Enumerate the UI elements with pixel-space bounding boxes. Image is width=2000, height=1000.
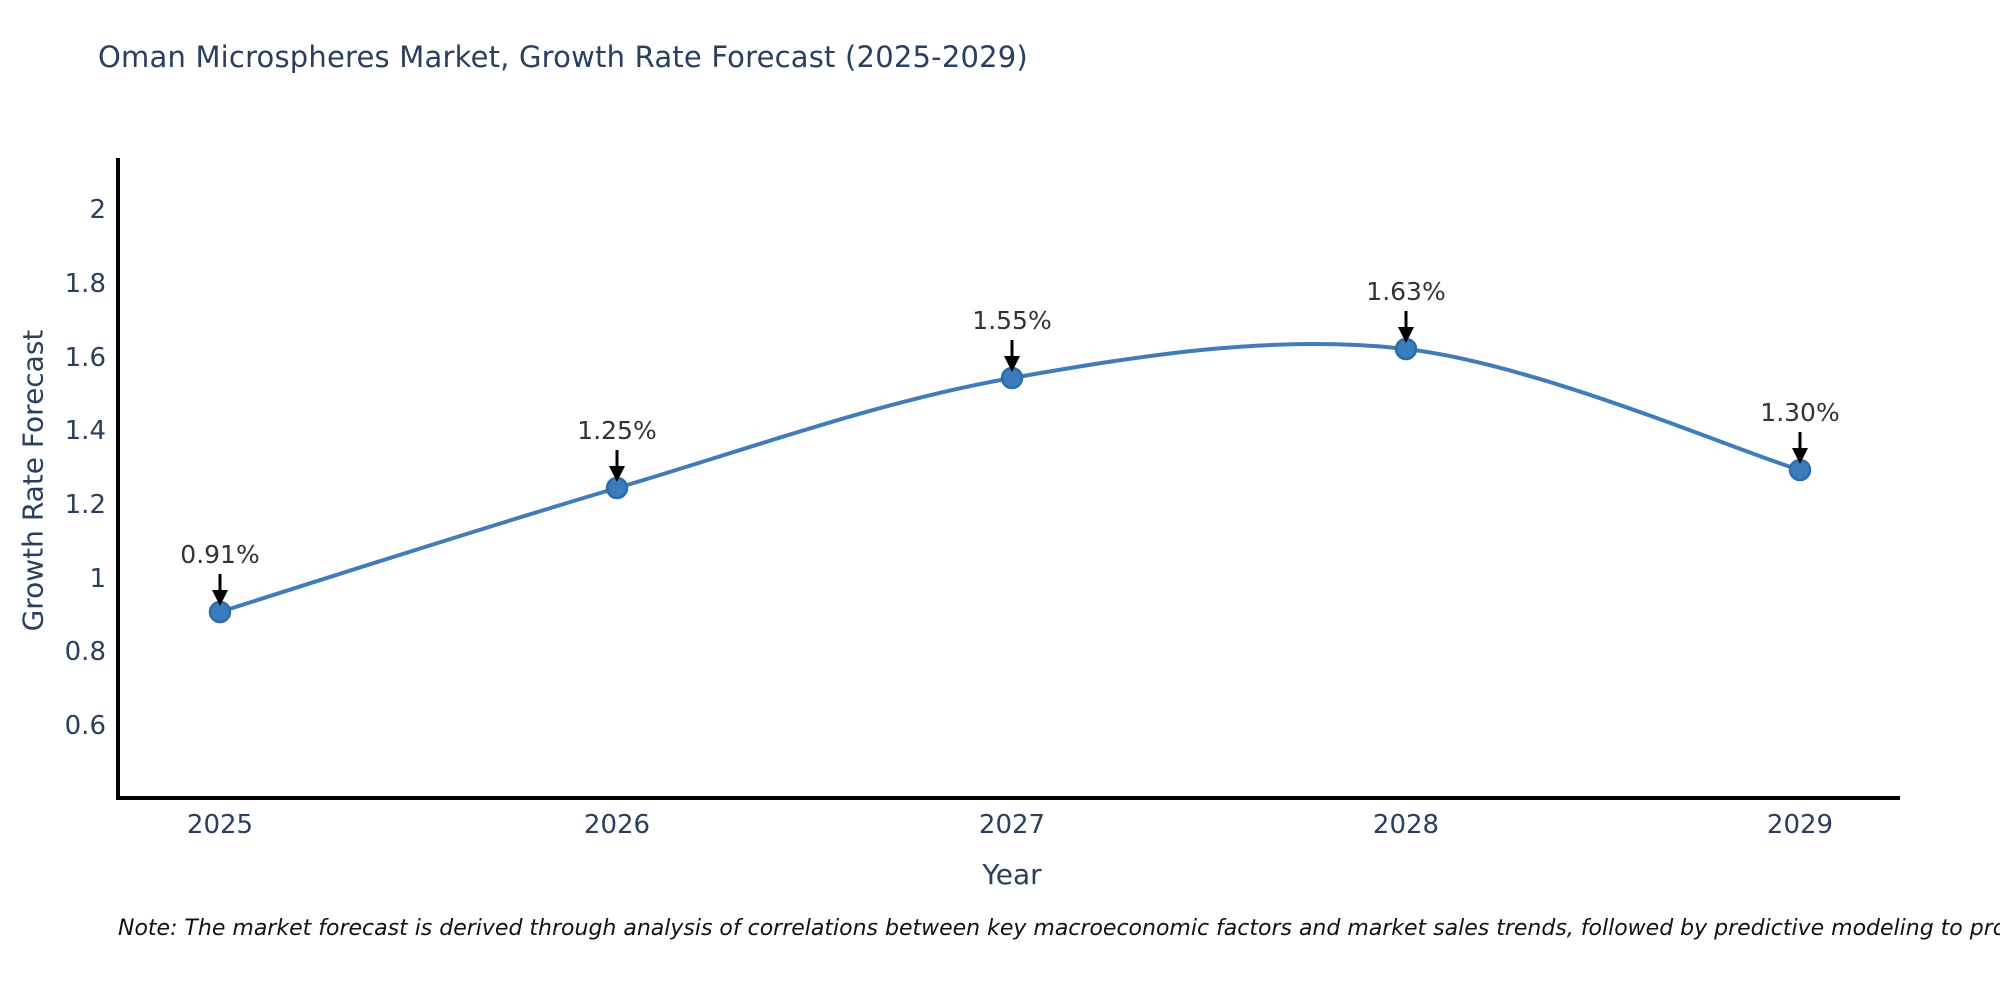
arrow-head-icon <box>1792 448 1808 464</box>
y-tick-label: 2 <box>89 195 106 225</box>
x-tick-label: 2026 <box>583 810 651 840</box>
x-axis-title: Year <box>982 858 1042 891</box>
point-annotation: 0.91% <box>180 540 260 569</box>
arrow-head-icon <box>609 466 625 482</box>
y-tick-label: 0.6 <box>64 711 106 741</box>
arrow-head-icon <box>1004 356 1020 372</box>
y-tick-label: 1.6 <box>64 343 106 373</box>
x-tick-label: 2025 <box>186 810 254 840</box>
point-annotation: 1.63% <box>1366 277 1446 306</box>
arrow-head-icon <box>1398 327 1414 343</box>
point-annotation: 1.30% <box>1760 398 1840 427</box>
y-tick-label: 1.2 <box>64 490 106 520</box>
y-tick-label: 1 <box>89 564 106 594</box>
y-tick-label: 0.8 <box>64 637 106 667</box>
annotation-arrows <box>212 311 1808 606</box>
x-tick-label: 2029 <box>1766 810 1834 840</box>
point-annotation: 1.25% <box>577 416 657 445</box>
axis-spine <box>116 158 1900 800</box>
x-tick-label: 2028 <box>1372 810 1440 840</box>
y-tick-label: 1.8 <box>64 269 106 299</box>
y-tick-label: 1.4 <box>64 416 106 446</box>
chart-title: Oman Microspheres Market, Growth Rate Fo… <box>98 40 1028 74</box>
arrow-head-icon <box>212 590 228 606</box>
x-tick-label: 2027 <box>978 810 1046 840</box>
point-annotation: 1.55% <box>972 306 1052 335</box>
footnote: Note: The market forecast is derived thr… <box>118 916 2000 941</box>
